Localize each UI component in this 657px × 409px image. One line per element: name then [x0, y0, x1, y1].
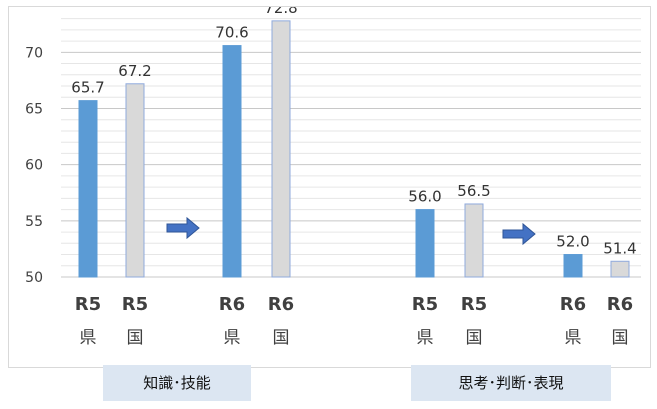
bar-value-label: 72.8 [264, 7, 297, 17]
bar [464, 203, 484, 278]
y-tick-label: 60 [25, 158, 43, 174]
bar [610, 260, 630, 278]
bar [271, 20, 291, 278]
bar-value-label: 65.7 [71, 79, 104, 97]
bar-value-label: 52.0 [556, 233, 589, 251]
bar [563, 254, 583, 278]
chart-frame: 50 55 60 65 70 65.7 R5 県 67.2 R5 国 70.6 R6 県 72.8 R6 国 56… [8, 6, 651, 368]
bar-value-label: 67.2 [118, 62, 151, 80]
x-category-sublabel: 県 [565, 328, 582, 348]
x-category-label: R5 [122, 294, 148, 315]
bar [222, 45, 242, 278]
x-category-label: R6 [219, 294, 245, 315]
group-label-thinking-judgment-expression: 思考･判断･表現 [411, 365, 611, 401]
x-category-label: R6 [268, 294, 294, 315]
bar-value-label: 56.0 [408, 188, 441, 206]
arrow-right-icon [166, 216, 200, 240]
x-category-sublabel: 国 [273, 328, 290, 348]
bar-value-label: 51.4 [603, 239, 636, 257]
x-category-sublabel: 県 [417, 328, 434, 348]
y-tick-label: 65 [25, 101, 43, 117]
x-category-sublabel: 県 [224, 328, 241, 348]
bar [78, 100, 98, 278]
bar-chart: 50 55 60 65 70 65.7 R5 県 67.2 R5 国 70.6 R6 県 72.8 R6 国 56… [25, 7, 641, 348]
bar-value-label: 70.6 [215, 24, 248, 42]
x-category-label: R6 [560, 294, 586, 315]
x-category-sublabel: 県 [80, 328, 97, 348]
bar-value-label: 56.5 [457, 182, 490, 200]
bar [415, 209, 435, 278]
x-category-sublabel: 国 [466, 328, 483, 348]
x-category-label: R5 [75, 294, 101, 315]
x-category-sublabel: 国 [127, 328, 144, 348]
y-tick-label: 55 [25, 214, 43, 230]
arrow-right-icon [502, 222, 536, 246]
x-category-label: R6 [607, 294, 633, 315]
bar [125, 83, 145, 278]
y-tick-label: 50 [25, 270, 43, 286]
x-category-label: R5 [412, 294, 438, 315]
x-category-label: R5 [461, 294, 487, 315]
group-label-knowledge-skills: 知識･技能 [103, 365, 251, 401]
x-category-sublabel: 国 [612, 328, 629, 348]
y-tick-label: 70 [25, 45, 43, 61]
